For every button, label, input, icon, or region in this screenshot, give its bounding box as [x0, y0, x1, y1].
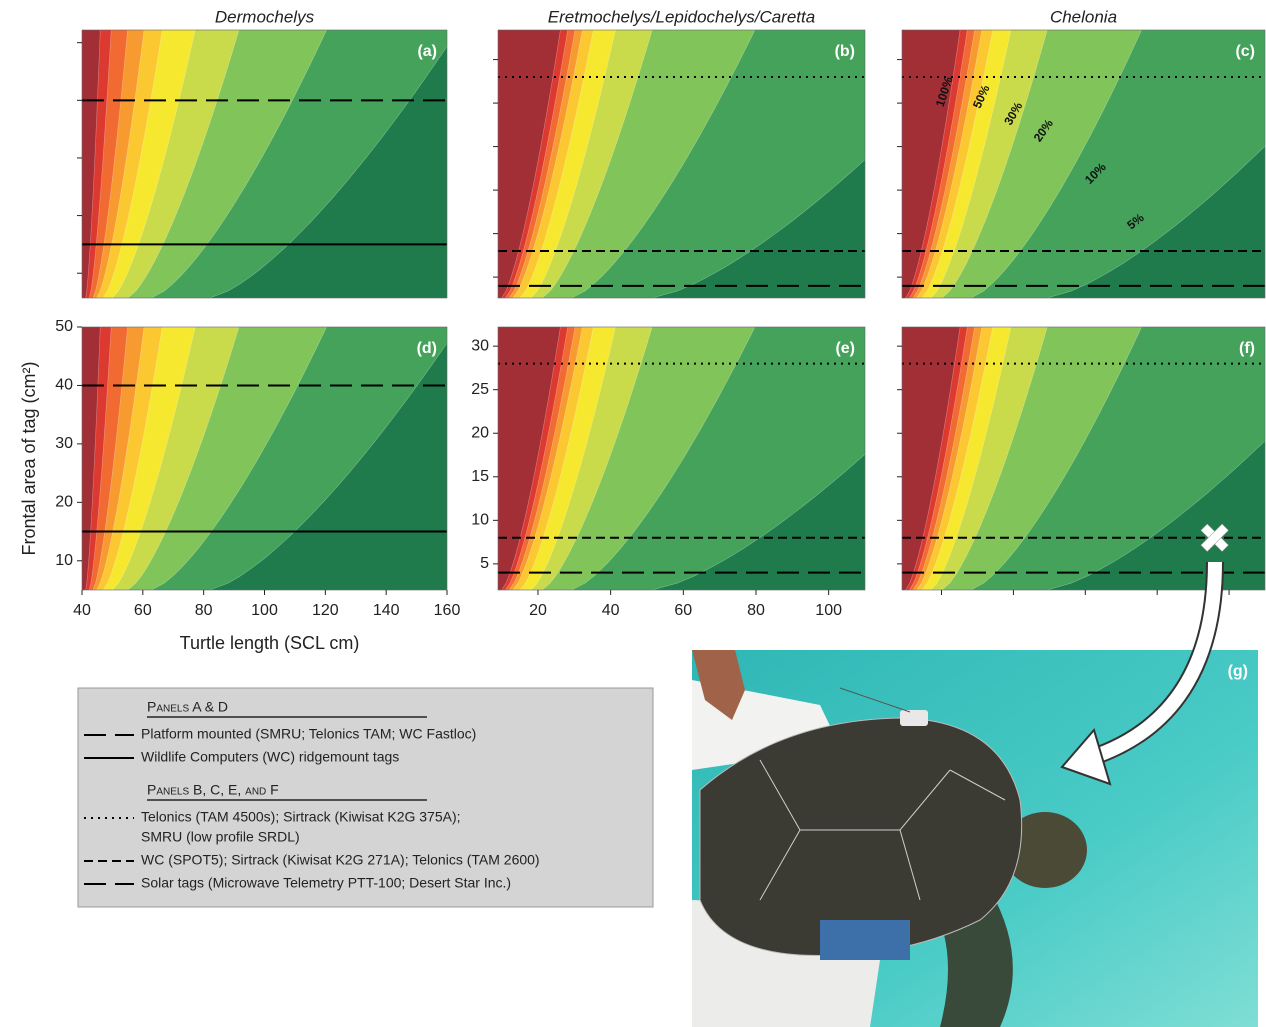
- arrow-head: [1060, 727, 1112, 786]
- legend-heading: Panels A & D: [147, 699, 228, 715]
- legend-label: SMRU (low profile SRDL): [141, 829, 300, 845]
- contour-band: [498, 30, 561, 298]
- contour-plot: [902, 30, 1265, 298]
- y-axis-label: Frontal area of tag (cm²): [19, 361, 39, 555]
- plot-frame: [901, 326, 1266, 591]
- contour-plot: [82, 327, 447, 590]
- legend-label: Platform mounted (SMRU; Telonics TAM; WC…: [141, 726, 476, 742]
- panel-label: (e): [835, 340, 855, 357]
- towel: [820, 920, 910, 960]
- x-tick-label: 100: [251, 602, 278, 619]
- contour-band: [902, 327, 961, 590]
- legend-label: Telonics (TAM 4500s); Sirtrack (Kiwisat …: [141, 809, 461, 825]
- contour-band: [498, 327, 561, 590]
- contour-plot: [902, 327, 1265, 590]
- legend-label: Solar tags (Microwave Telemetry PTT-100;…: [141, 875, 511, 891]
- plot-frame: [81, 29, 448, 299]
- panel-label: (g): [1228, 663, 1248, 680]
- y-tick-label: 30: [55, 435, 73, 452]
- contour-plot: [498, 30, 865, 298]
- legend-label: WC (SPOT5); Sirtrack (Kiwisat K2G 271A);…: [141, 852, 540, 868]
- tag: [900, 710, 928, 726]
- x-tick-label: 160: [434, 602, 461, 619]
- antenna: [839, 687, 911, 713]
- y-tick-label: 10: [55, 552, 73, 569]
- x-tick-label: 80: [195, 602, 213, 619]
- panel-label: (d): [417, 340, 437, 357]
- arrow-body: [1087, 561, 1222, 765]
- y-tick-label: 40: [55, 377, 73, 394]
- contour-plot: [82, 30, 447, 298]
- y-tick-label: 20: [55, 494, 73, 511]
- x-tick-label: 20: [529, 602, 547, 619]
- y-tick-label: 20: [471, 424, 489, 441]
- y-tick-label: 50: [55, 318, 73, 335]
- panel-label: (a): [417, 43, 437, 60]
- y-tick-label: 10: [471, 512, 489, 529]
- photo: [692, 650, 1258, 1027]
- x-axis-label: Turtle length (SCL cm): [180, 633, 360, 653]
- x-tick-label: 80: [747, 602, 765, 619]
- x-tick-label: 40: [602, 602, 620, 619]
- contour-band: [82, 30, 101, 298]
- legend-heading: Panels B, C, E, and F: [147, 782, 279, 798]
- column-title: Eretmochelys/Lepidochelys/Caretta: [548, 7, 815, 26]
- turtle-shell: [699, 717, 1023, 957]
- shell-scutes: [759, 759, 1006, 901]
- legend-label: Wildlife Computers (WC) ridgemount tags: [141, 749, 399, 765]
- x-tick-label: 40: [73, 602, 91, 619]
- column-title: Chelonia: [1050, 7, 1117, 26]
- x-tick-label: 100: [815, 602, 842, 619]
- contour-plot: [498, 327, 865, 590]
- y-tick-label: 5: [480, 555, 489, 572]
- plot-frame: [497, 29, 866, 299]
- panel-label: (c): [1235, 43, 1255, 60]
- contour-band: [902, 30, 961, 298]
- legend-box: [77, 687, 654, 908]
- location-marker: [1200, 523, 1229, 552]
- marker-stroke: [1200, 523, 1229, 552]
- turtle-head: [1003, 812, 1087, 888]
- column-title: Dermochelys: [215, 7, 315, 26]
- y-tick-label: 30: [471, 337, 489, 354]
- x-tick-label: 60: [134, 602, 152, 619]
- plot-frame: [901, 29, 1266, 299]
- y-tick-label: 25: [471, 381, 489, 398]
- x-tick-label: 140: [373, 602, 400, 619]
- arm: [692, 650, 745, 720]
- y-tick-label: 15: [471, 468, 489, 485]
- panel-label: (b): [835, 43, 855, 60]
- panel-label: (f): [1239, 340, 1255, 357]
- x-tick-label: 60: [674, 602, 692, 619]
- contour-band: [82, 327, 101, 590]
- plot-frame: [497, 326, 866, 591]
- x-tick-label: 120: [312, 602, 339, 619]
